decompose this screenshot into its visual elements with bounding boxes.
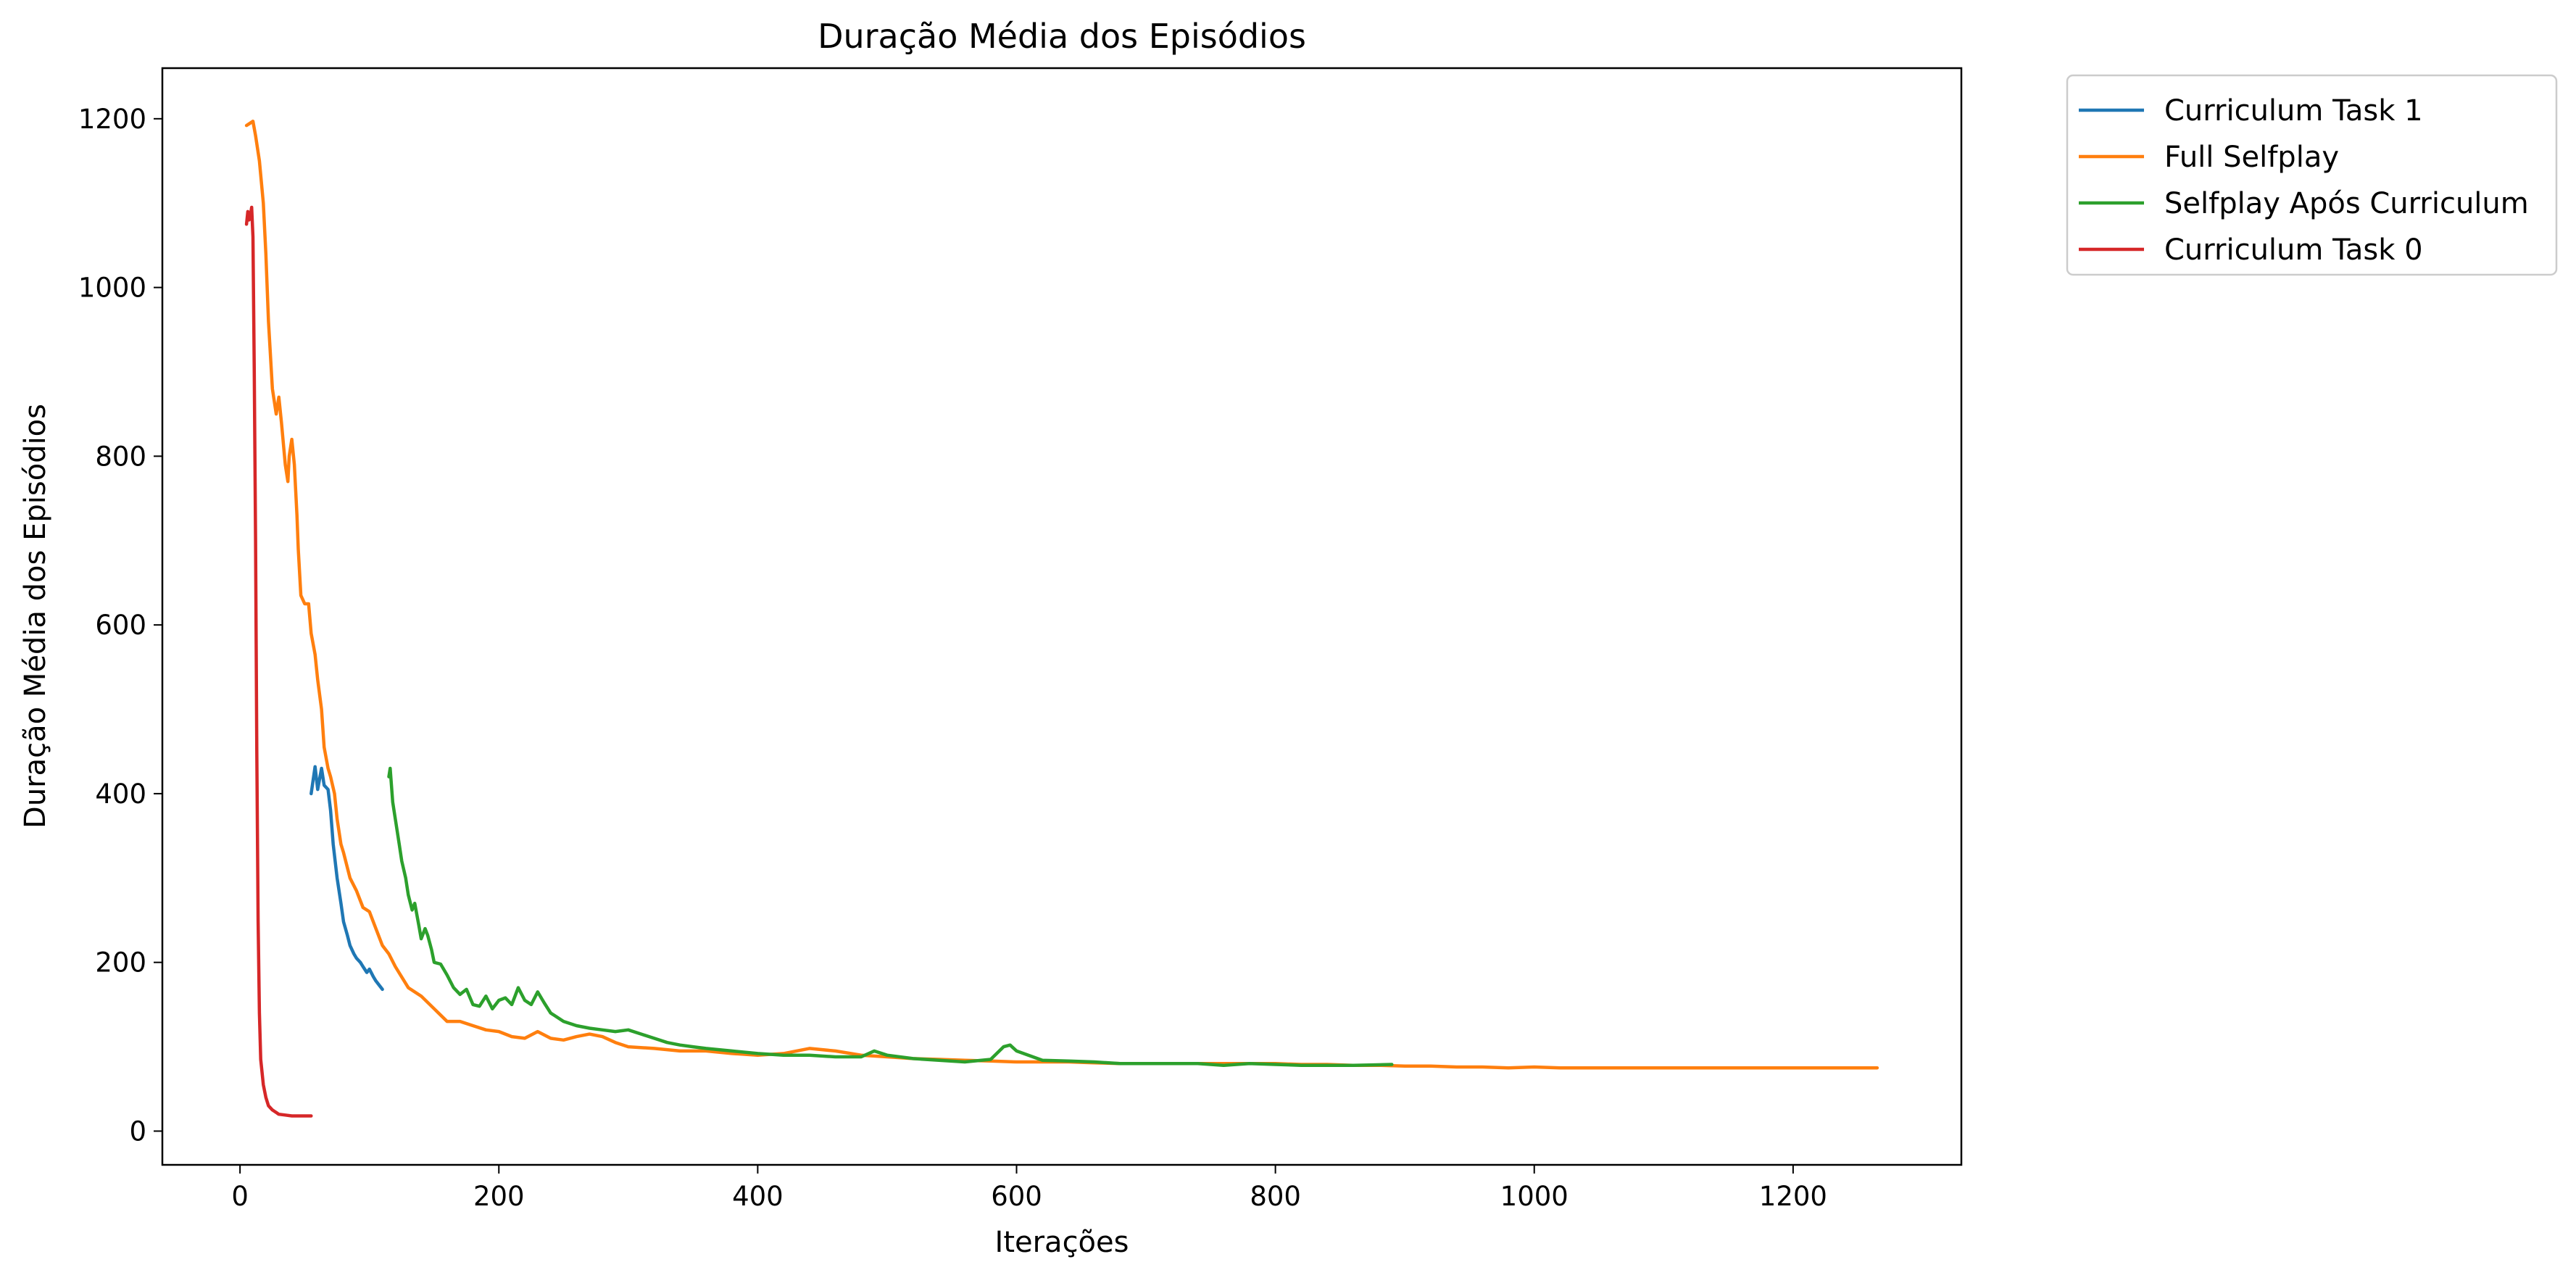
- series-line-2: [244, 120, 1879, 1070]
- series-line-1: [309, 765, 384, 992]
- axes: 0 200 400 600 800 1000 1200 0 200 400 600 800 1000 12…: [78, 104, 1827, 1212]
- x-axis-label: Iterações: [995, 1226, 1129, 1259]
- x-tick-label: 200: [473, 1181, 525, 1212]
- x-tick-label: 1200: [1759, 1181, 1827, 1212]
- series-line-3: [387, 766, 1394, 1067]
- plot-series: [244, 120, 1879, 1118]
- y-axis-label: Duração Média dos Episódios: [19, 404, 52, 829]
- y-tick-label: 1000: [78, 273, 146, 304]
- legend-frame: [2066, 74, 2558, 276]
- series-line-4: [244, 205, 313, 1118]
- y-tick-label: 1200: [78, 104, 146, 135]
- legend-label: Full Selfplay: [2164, 141, 2339, 174]
- x-tick-label: 800: [1250, 1181, 1301, 1212]
- chart-title: Duração Média dos Episódios: [818, 17, 1306, 56]
- legend-label: Curriculum Task 0: [2164, 233, 2423, 267]
- x-tick-label: 600: [991, 1181, 1042, 1212]
- legend-label: Selfplay Após Curriculum: [2164, 187, 2529, 220]
- y-tick-label: 200: [95, 947, 146, 979]
- y-tick-label: 0: [129, 1116, 146, 1147]
- x-tick-label: 0: [231, 1181, 249, 1212]
- legend: Curriculum Task 1 Full Selfplay Selfplay A…: [2066, 74, 2558, 276]
- y-tick-label: 600: [95, 610, 146, 641]
- legend-label: Curriculum Task 1: [2164, 94, 2423, 128]
- y-tick-label: 400: [95, 778, 146, 810]
- x-tick-label: 400: [732, 1181, 784, 1212]
- x-tick-label: 1000: [1500, 1181, 1569, 1212]
- y-tick-label: 800: [95, 441, 146, 472]
- plot-frame: [161, 67, 1963, 1166]
